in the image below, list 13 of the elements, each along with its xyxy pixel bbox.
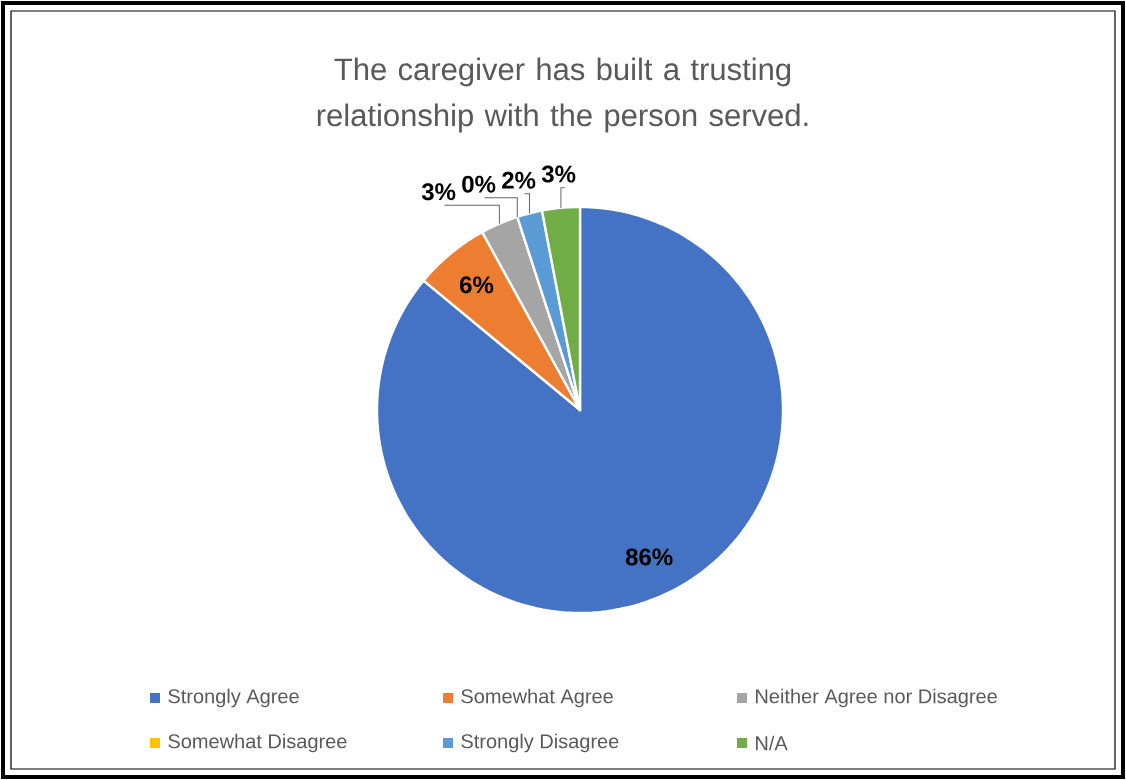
data-label: 2% [502, 171, 536, 189]
data-label: 3% [421, 183, 456, 201]
legend-label: Somewhat Agree [461, 688, 613, 708]
legend-label: Strongly Disagree [461, 733, 619, 753]
data-label: 3% [541, 165, 576, 183]
data-label: 86% [625, 548, 673, 566]
chart-title: The caregiver has built a trusting relationship with the person served. [317, 57, 808, 133]
text: 0% [462, 175, 496, 193]
data-label: 6% [460, 276, 494, 294]
legend-label: Strongly Agree [168, 688, 299, 708]
legend-label: Neither Agree nor Disagree [756, 688, 997, 708]
legend-label: N/A [756, 735, 788, 751]
legend-label: Somewhat Disagree [168, 733, 347, 753]
